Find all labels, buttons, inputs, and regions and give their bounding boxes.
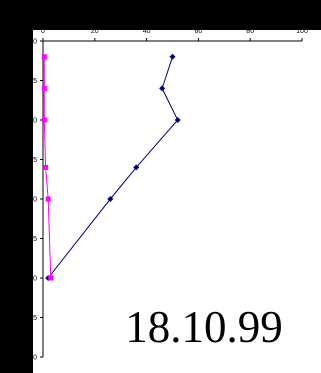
- x-tick-label: 100: [296, 28, 308, 35]
- series-2-point: [48, 276, 53, 281]
- y-tick-label: 125: [25, 236, 37, 243]
- x-tick-label: 20: [91, 28, 99, 35]
- x-tick-label: 40: [143, 28, 151, 35]
- series-2-point: [42, 86, 47, 91]
- y-tick-label: 0: [33, 39, 37, 46]
- y-tick-label: 75: [29, 157, 37, 164]
- y-tick-label: 200: [25, 355, 37, 362]
- x-tick-label: 0: [41, 28, 45, 35]
- y-tick-label: 50: [29, 118, 37, 125]
- y-tick-label: 175: [25, 315, 37, 322]
- x-tick-label: 60: [195, 28, 203, 35]
- date-annotation: 18.10.99: [125, 302, 283, 352]
- y-tick-label: 100: [25, 197, 37, 204]
- series-2-point: [46, 197, 51, 202]
- series-2-point: [42, 54, 47, 59]
- series-2-point: [42, 118, 47, 123]
- series-2-point: [43, 165, 48, 170]
- y-tick-label: 25: [29, 78, 37, 85]
- y-tick-label: 150: [25, 276, 37, 283]
- x-tick-label: 80: [246, 28, 254, 35]
